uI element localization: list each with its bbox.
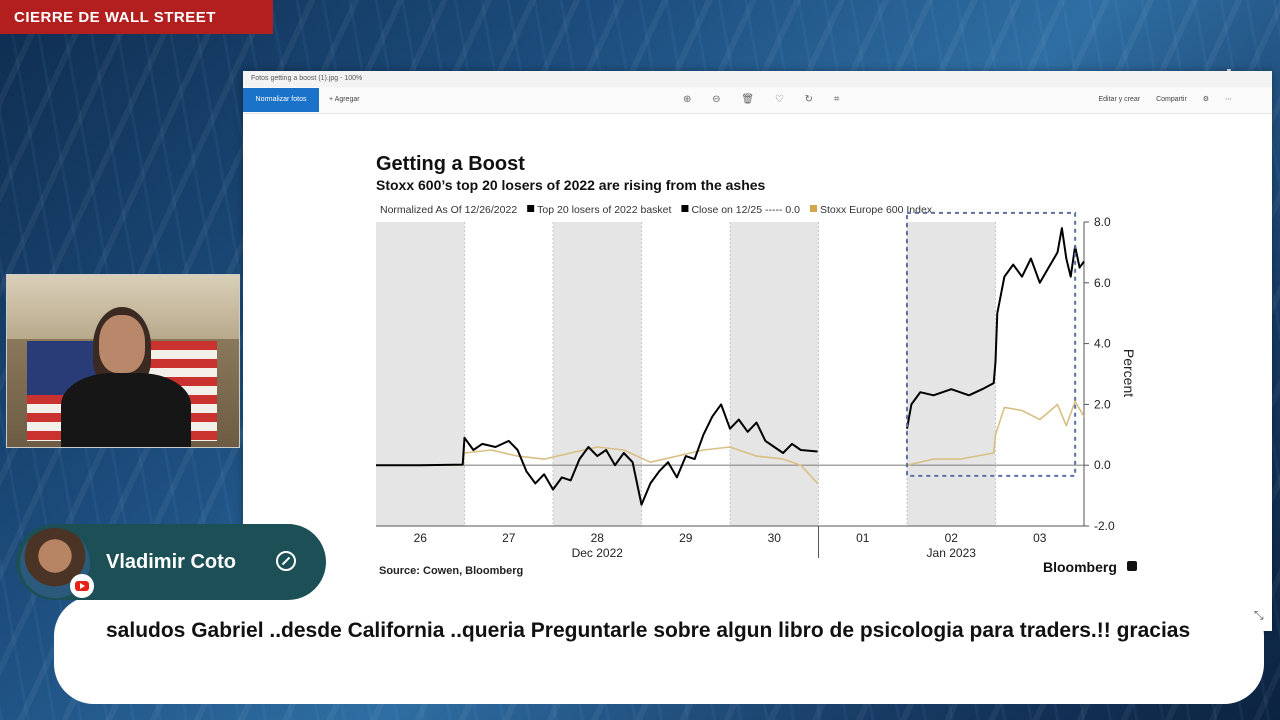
verified-icon xyxy=(276,551,296,571)
x-tick-label: 03 xyxy=(1033,531,1047,545)
edit-button[interactable]: Editar y crear xyxy=(1098,96,1141,103)
rotate-icon[interactable]: ↻ xyxy=(804,94,813,105)
add-button-label: Agregar xyxy=(334,96,360,103)
zoom-in-icon[interactable]: ⊕ xyxy=(683,94,692,105)
chart-subtitle: Stoxx 600’s top 20 losers of 2022 are ri… xyxy=(376,177,766,193)
legend-label: Close on 12/25 ----- 0.0 xyxy=(691,204,800,216)
x-tick-label: 29 xyxy=(679,531,693,545)
share-button[interactable]: Compartir xyxy=(1156,96,1187,103)
x-tick-label: 28 xyxy=(591,531,605,545)
bloomberg-logo: Bloomberg xyxy=(1043,559,1117,575)
highlight-box xyxy=(906,211,1077,477)
series-line xyxy=(906,400,1085,466)
chat-message-bubble xyxy=(54,596,1264,704)
x-tick-label: 26 xyxy=(414,531,428,545)
presenter-body xyxy=(61,373,191,447)
legend-swatch xyxy=(681,205,689,212)
presenter-head xyxy=(99,315,145,373)
y-tick-label: 0.0 xyxy=(1094,458,1111,472)
normalize-button[interactable]: Normalizar fotos xyxy=(243,88,319,112)
legend-label: Top 20 losers of 2022 basket xyxy=(537,204,671,216)
chart-title: Getting a Boost xyxy=(376,153,525,175)
y-tick-label: -2.0 xyxy=(1094,519,1115,533)
add-button[interactable]: + Agregar xyxy=(329,96,360,103)
y-tick-label: 4.0 xyxy=(1094,337,1111,351)
show-banner: CIERRE DE WALL STREET xyxy=(0,0,273,34)
legend-swatch xyxy=(810,205,817,212)
zoom-out-icon[interactable]: ⊖ xyxy=(712,94,721,105)
chart: Getting a Boost Stoxx 600’s top 20 loser… xyxy=(376,153,1137,577)
x-tick-label: 27 xyxy=(502,531,516,545)
x-month-label: Dec 2022 xyxy=(572,546,624,560)
y-tick-label: 8.0 xyxy=(1094,215,1111,229)
delete-icon[interactable]: 🗑 xyxy=(741,94,755,105)
viewer-title: Fotos getting a boost (1).jpg - 100% xyxy=(243,71,1272,87)
legend-label: Normalized As Of 12/26/2022 xyxy=(380,204,517,216)
x-tick-label: 02 xyxy=(945,531,959,545)
settings-icon[interactable]: ⚙ xyxy=(1202,96,1210,103)
resize-icon[interactable]: ⤡ xyxy=(1254,608,1264,622)
chat-author-name: Vladimir Coto xyxy=(106,551,237,573)
chat-message-text: saludos Gabriel ..desde California ..que… xyxy=(106,619,1191,642)
legend-label: Stoxx Europe 600 Index xyxy=(820,204,933,216)
more-icon[interactable]: ⋯ xyxy=(1225,96,1232,103)
x-tick-label: 30 xyxy=(768,531,782,545)
series-line xyxy=(906,227,1085,429)
weekend-shade xyxy=(553,222,642,526)
chart-plot: 8.0 6.0 4.0 2.0 0.0 -2.0 26 27 28 29 30 01 02 03 Dec 2… xyxy=(376,211,1115,560)
x-tick-label: 01 xyxy=(856,531,870,545)
y-tick-label: 2.0 xyxy=(1094,397,1111,411)
x-month-label: Jan 2023 xyxy=(927,546,977,560)
youtube-icon xyxy=(70,574,94,598)
viewer-toolbar: Normalizar fotos + Agregar ⊕ ⊖ 🗑 ♡ ↻ ⌗ E… xyxy=(243,87,1272,114)
bloomberg-logo-mark xyxy=(1127,561,1137,571)
favorite-icon[interactable]: ♡ xyxy=(774,94,784,105)
series-line xyxy=(376,403,818,506)
photo-viewer-window: Fotos getting a boost (1).jpg - 100% Nor… xyxy=(243,71,1272,631)
crop-icon[interactable]: ⌗ xyxy=(833,94,840,105)
y-tick-label: 6.0 xyxy=(1094,276,1111,290)
weekend-shade xyxy=(376,222,465,526)
webcam-feed xyxy=(6,274,240,448)
chart-legend: Normalized As Of 12/26/2022 Top 20 losers… xyxy=(380,204,933,216)
y-axis-label: Percent xyxy=(1121,349,1137,397)
legend-swatch xyxy=(527,205,535,212)
viewer-right-tools: Editar y crear Compartir ⚙ ⋯ xyxy=(1085,87,1233,113)
series-line xyxy=(376,446,819,484)
viewer-tools: ⊕ ⊖ 🗑 ♡ ↻ ⌗ xyxy=(683,87,857,113)
chart-source: Source: Cowen, Bloomberg xyxy=(379,565,523,577)
weekend-shade xyxy=(907,222,996,526)
weekend-shade xyxy=(730,222,819,526)
